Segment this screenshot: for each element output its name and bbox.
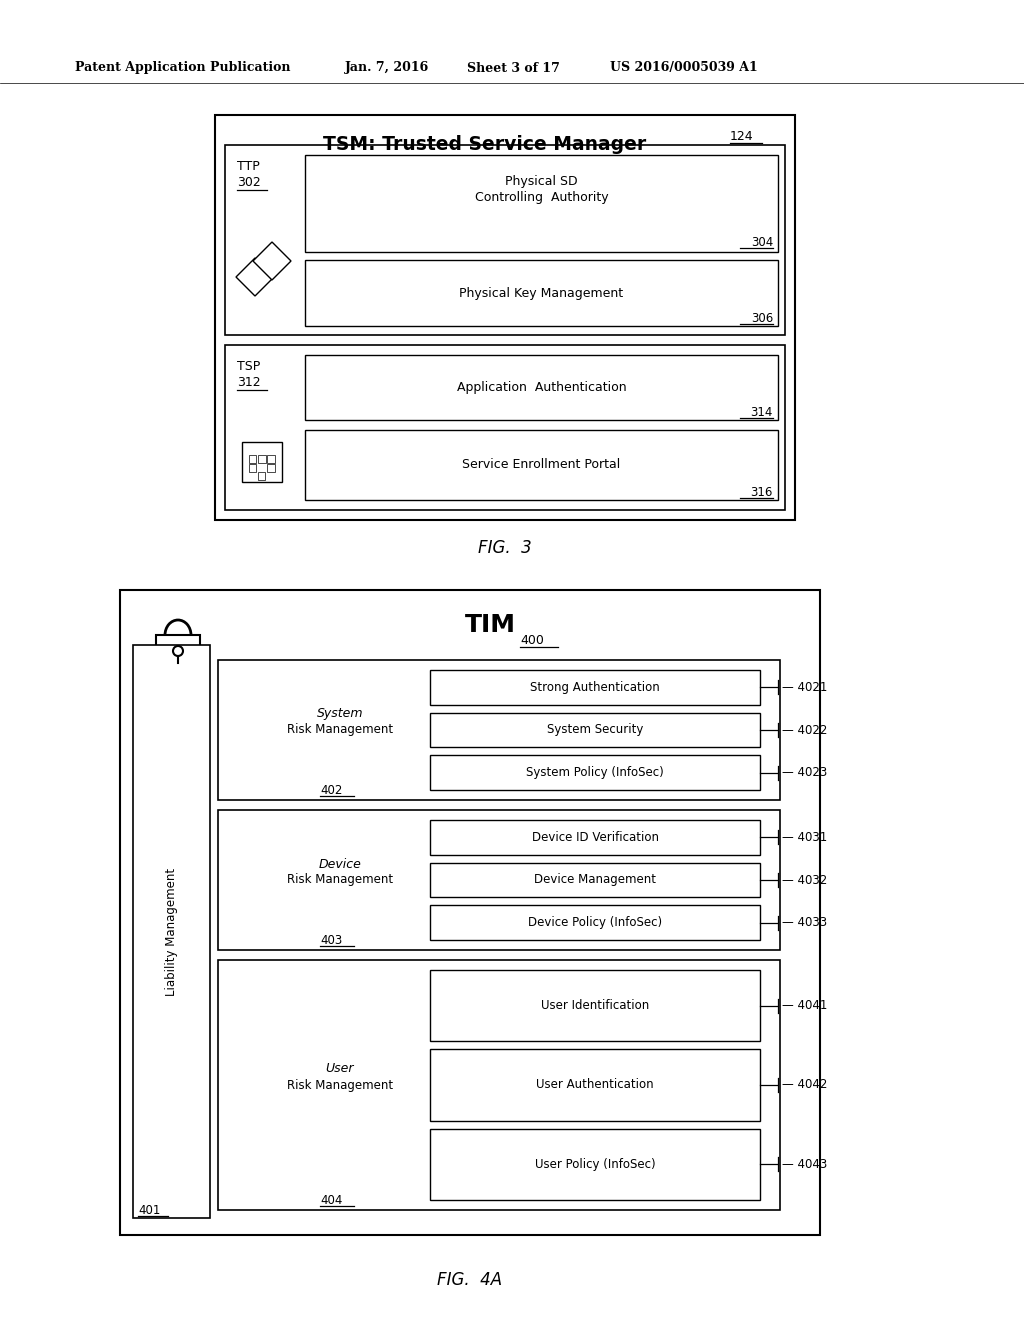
Text: Controlling  Authority: Controlling Authority [475, 191, 608, 205]
Bar [120, 590, 820, 1236]
Text: 302: 302 [237, 176, 261, 189]
Text: Risk Management: Risk Management [287, 1078, 393, 1092]
Bar [267, 463, 274, 471]
Text: Physical SD: Physical SD [505, 176, 578, 189]
Text: Patent Application Publication: Patent Application Publication [75, 62, 291, 74]
Bar [305, 260, 778, 326]
Text: Risk Management: Risk Management [287, 723, 393, 737]
Bar [305, 355, 778, 420]
Text: — 4042: — 4042 [782, 1078, 827, 1092]
Text: User Policy (InfoSec): User Policy (InfoSec) [535, 1158, 655, 1171]
Text: — 4041: — 4041 [782, 999, 827, 1012]
Bar [225, 345, 785, 510]
Bar [242, 442, 282, 482]
Text: 402: 402 [319, 784, 342, 796]
Bar [430, 863, 760, 898]
Text: System Security: System Security [547, 723, 643, 737]
Text: Service Enrollment Portal: Service Enrollment Portal [463, 458, 621, 471]
Text: US 2016/0005039 A1: US 2016/0005039 A1 [610, 62, 758, 74]
Bar [215, 115, 795, 520]
Bar [218, 810, 780, 950]
Text: Liability Management: Liability Management [165, 867, 178, 995]
Bar [258, 473, 265, 480]
Text: Physical Key Management: Physical Key Management [460, 286, 624, 300]
Bar [133, 645, 210, 1218]
Text: 124: 124 [730, 131, 754, 144]
Text: User Authentication: User Authentication [537, 1078, 653, 1092]
Text: TSP: TSP [237, 360, 260, 374]
Bar [225, 145, 785, 335]
Text: — 4043: — 4043 [782, 1158, 827, 1171]
Text: — 4023: — 4023 [782, 766, 827, 779]
Text: Risk Management: Risk Management [287, 874, 393, 887]
Bar [430, 1129, 760, 1200]
Text: System Policy (InfoSec): System Policy (InfoSec) [526, 766, 664, 779]
Text: Device Management: Device Management [534, 874, 656, 887]
Text: Sheet 3 of 17: Sheet 3 of 17 [467, 62, 560, 74]
Bar [249, 455, 256, 463]
Bar [305, 430, 778, 500]
Text: 312: 312 [237, 375, 261, 388]
Text: TSM: Trusted Service Manager: TSM: Trusted Service Manager [324, 136, 646, 154]
Bar [218, 660, 780, 800]
Bar [430, 671, 760, 705]
Text: 404: 404 [319, 1193, 342, 1206]
Text: 304: 304 [751, 235, 773, 248]
Text: User Identification: User Identification [541, 999, 649, 1012]
Bar [218, 960, 780, 1210]
Text: 306: 306 [751, 312, 773, 325]
Text: Jan. 7, 2016: Jan. 7, 2016 [345, 62, 429, 74]
Text: 400: 400 [520, 634, 544, 647]
Text: — 4032: — 4032 [782, 874, 827, 887]
Bar [430, 820, 760, 854]
Bar [305, 154, 778, 252]
Polygon shape [253, 242, 291, 280]
Text: Application  Authentication: Application Authentication [457, 381, 627, 393]
Text: FIG.  3: FIG. 3 [478, 539, 531, 557]
Text: 401: 401 [138, 1204, 161, 1217]
Bar [258, 455, 266, 463]
Text: System: System [316, 708, 364, 721]
Text: 316: 316 [751, 486, 773, 499]
Bar [430, 713, 760, 747]
Text: — 4031: — 4031 [782, 830, 827, 843]
Text: Device: Device [318, 858, 361, 870]
Text: Device Policy (InfoSec): Device Policy (InfoSec) [528, 916, 663, 929]
Text: User: User [326, 1063, 354, 1076]
Bar [430, 970, 760, 1041]
Text: TIM: TIM [465, 612, 515, 638]
Bar [156, 635, 200, 669]
Bar [267, 455, 274, 463]
Text: Device ID Verification: Device ID Verification [531, 830, 658, 843]
Bar [430, 1049, 760, 1121]
Bar [430, 755, 760, 789]
Bar [430, 906, 760, 940]
Text: FIG.  4A: FIG. 4A [437, 1271, 503, 1290]
Text: — 4022: — 4022 [782, 723, 827, 737]
Text: Strong Authentication: Strong Authentication [530, 681, 659, 694]
Text: 403: 403 [319, 933, 342, 946]
Text: TTP: TTP [237, 161, 260, 173]
Text: — 4021: — 4021 [782, 681, 827, 694]
Polygon shape [236, 257, 274, 296]
Text: 314: 314 [751, 405, 773, 418]
Bar [249, 463, 256, 471]
Text: — 4033: — 4033 [782, 916, 827, 929]
